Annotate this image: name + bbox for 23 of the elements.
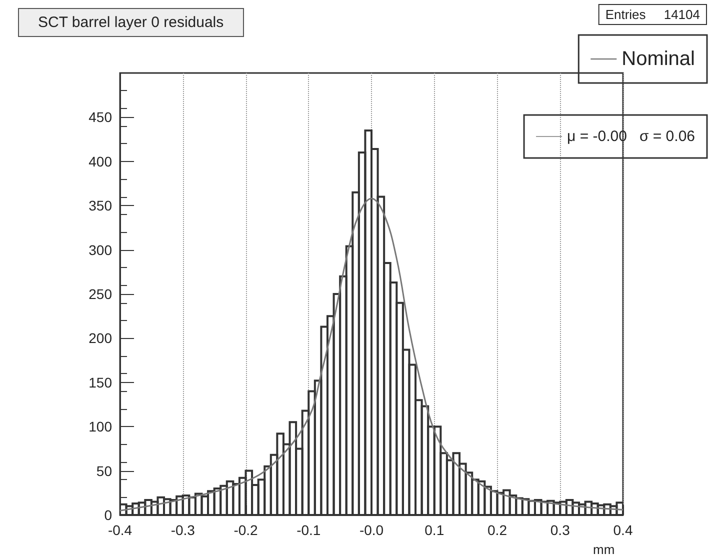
x-tick-label: 0.4 bbox=[613, 522, 633, 538]
x-tick-label: -0.2 bbox=[234, 522, 258, 538]
y-tick-label: 200 bbox=[88, 330, 112, 346]
y-tick-label: 100 bbox=[88, 418, 112, 435]
y-tick-label: 450 bbox=[88, 109, 112, 126]
y-tick-label: 350 bbox=[88, 198, 112, 214]
x-tick-label: -0.3 bbox=[170, 522, 196, 538]
x-tick-label: -0.0 bbox=[359, 522, 384, 538]
y-tick-label: 0 bbox=[104, 507, 112, 523]
y-tick-label: 50 bbox=[96, 462, 112, 479]
y-tick-label: 250 bbox=[88, 286, 112, 302]
x-tick-label: 0.3 bbox=[550, 522, 570, 538]
chart-title: SCT barrel layer 0 residuals bbox=[38, 14, 224, 31]
x-tick-label: -0.4 bbox=[108, 522, 132, 538]
x-axis-title: mm bbox=[593, 542, 615, 557]
y-tick-label: 400 bbox=[88, 153, 112, 170]
legend-label: Nominal bbox=[622, 48, 695, 70]
y-tick-label: 150 bbox=[88, 374, 112, 390]
y-tick-label: 300 bbox=[88, 242, 112, 258]
x-tick-label: -0.1 bbox=[296, 522, 321, 538]
x-tick-label: 0.1 bbox=[424, 522, 444, 538]
x-tick-label: 0.2 bbox=[488, 522, 508, 538]
text: Entries 14104 bbox=[605, 7, 700, 22]
